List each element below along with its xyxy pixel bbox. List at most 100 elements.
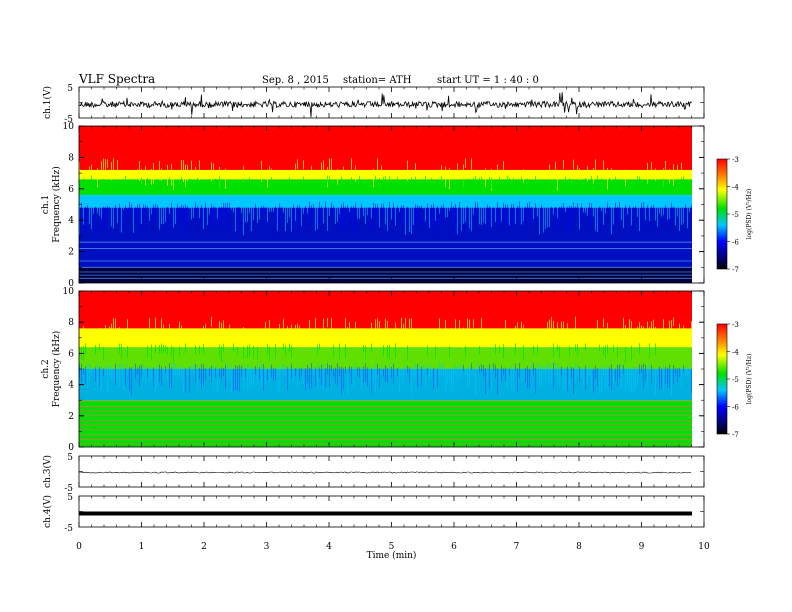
texture-streak <box>521 322 522 341</box>
texture-streak <box>475 175 476 191</box>
texture-streak <box>677 165 678 176</box>
texture-streak <box>517 205 518 223</box>
texture-streak <box>391 366 392 378</box>
texture-streak <box>203 343 204 354</box>
texture-streak <box>351 177 352 192</box>
texture-streak <box>629 205 630 214</box>
texture-streak <box>365 201 366 224</box>
texture-streak <box>119 363 120 388</box>
texture-streak <box>257 347 258 360</box>
texture-streak <box>123 178 124 189</box>
texture-streak <box>273 367 274 381</box>
texture-streak <box>669 320 670 342</box>
spectrogram-texture <box>79 158 692 236</box>
texture-streak <box>303 366 304 385</box>
texture-streak <box>533 345 534 354</box>
texture-streak <box>435 346 436 359</box>
texture-streak <box>367 367 368 387</box>
texture-streak <box>261 160 262 182</box>
texture-streak <box>439 206 440 214</box>
y-tick-label: -5 <box>64 115 73 125</box>
texture-streak <box>465 158 466 168</box>
texture-streak <box>355 202 356 231</box>
texture-streak <box>299 368 300 380</box>
texture-streak <box>387 367 388 383</box>
texture-streak <box>331 317 332 335</box>
texture-streak <box>667 207 668 220</box>
texture-streak <box>291 205 292 232</box>
texture-streak <box>85 206 86 232</box>
texture-streak <box>215 178 216 186</box>
texture-streak <box>469 319 470 340</box>
ch4-trace <box>79 511 692 516</box>
texture-streak <box>509 177 510 191</box>
texture-streak <box>389 202 390 218</box>
texture-streak <box>625 169 626 187</box>
texture-streak <box>475 368 476 396</box>
texture-streak <box>323 204 324 224</box>
texture-streak <box>243 178 244 194</box>
texture-streak <box>573 367 574 395</box>
texture-streak <box>365 345 366 360</box>
y-axis-label: ch.2 <box>41 359 51 378</box>
texture-streak <box>473 319 474 328</box>
texture-streak <box>121 343 122 360</box>
texture-streak <box>587 166 588 182</box>
texture-streak <box>285 207 286 232</box>
texture-streak <box>237 366 238 391</box>
texture-streak <box>655 204 656 221</box>
texture-streak <box>427 203 428 228</box>
texture-streak <box>375 365 376 391</box>
texture-streak <box>287 205 288 223</box>
texture-streak <box>459 366 460 379</box>
texture-streak <box>525 206 526 226</box>
texture-streak <box>385 202 386 225</box>
texture-streak <box>347 204 348 233</box>
texture-streak <box>297 366 298 388</box>
texture-streak <box>363 202 364 217</box>
texture-streak <box>87 364 88 390</box>
x-tick-label: 1 <box>139 542 145 552</box>
texture-streak <box>291 363 292 379</box>
texture-streak <box>417 364 418 387</box>
texture-streak <box>683 176 684 190</box>
texture-streak <box>335 206 336 224</box>
texture-streak <box>243 207 244 236</box>
texture-streak <box>505 204 506 224</box>
texture-streak <box>279 323 280 342</box>
y-tick-label: 6 <box>68 349 74 359</box>
texture-streak <box>129 201 130 217</box>
texture-streak <box>397 205 398 213</box>
texture-streak <box>323 318 324 329</box>
texture-streak <box>463 206 464 224</box>
texture-streak <box>99 327 100 344</box>
texture-streak <box>381 365 382 374</box>
texture-streak <box>373 202 374 231</box>
texture-streak <box>547 322 548 344</box>
texture-streak <box>663 319 664 337</box>
texture-streak <box>125 175 126 189</box>
texture-streak <box>259 201 260 220</box>
texture-streak <box>679 323 680 337</box>
texture-streak <box>389 176 390 187</box>
texture-streak <box>401 317 402 330</box>
texture-streak <box>327 363 328 375</box>
texture-streak <box>651 365 652 385</box>
texture-streak <box>207 366 208 374</box>
texture-streak <box>317 363 318 389</box>
texture-streak <box>401 205 402 231</box>
texture-streak <box>463 364 464 372</box>
texture-streak <box>405 364 406 375</box>
texture-streak <box>673 164 674 186</box>
texture-streak <box>197 364 198 389</box>
texture-streak <box>535 203 536 214</box>
texture-streak <box>577 344 578 356</box>
texture-streak <box>663 365 664 391</box>
texture-streak <box>463 178 464 194</box>
texture-streak <box>289 367 290 385</box>
texture-streak <box>447 368 448 385</box>
texture-streak <box>375 319 376 339</box>
texture-streak <box>199 160 200 181</box>
texture-streak <box>351 158 352 173</box>
texture-streak <box>245 368 246 378</box>
